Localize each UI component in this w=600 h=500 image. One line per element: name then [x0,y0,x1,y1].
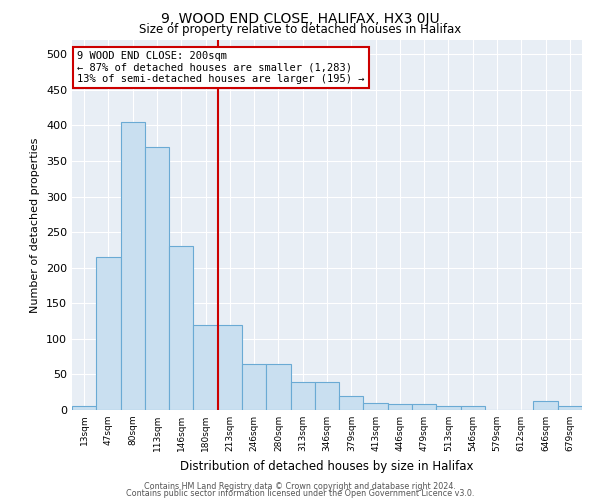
Bar [193,324,218,410]
Bar [558,406,582,410]
Bar [169,246,193,410]
Bar [436,406,461,410]
Text: Contains public sector information licensed under the Open Government Licence v3: Contains public sector information licen… [126,489,474,498]
Bar [218,324,242,410]
Bar [461,406,485,410]
Bar [145,146,169,410]
X-axis label: Distribution of detached houses by size in Halifax: Distribution of detached houses by size … [180,460,474,472]
Bar [364,403,388,410]
Bar [72,406,96,410]
Bar [121,122,145,410]
Bar [412,404,436,410]
Text: 9, WOOD END CLOSE, HALIFAX, HX3 0JU: 9, WOOD END CLOSE, HALIFAX, HX3 0JU [161,12,439,26]
Bar [533,402,558,410]
Bar [96,257,121,410]
Bar [290,382,315,410]
Y-axis label: Number of detached properties: Number of detached properties [31,138,40,312]
Bar [339,396,364,410]
Bar [266,364,290,410]
Text: 9 WOOD END CLOSE: 200sqm
← 87% of detached houses are smaller (1,283)
13% of sem: 9 WOOD END CLOSE: 200sqm ← 87% of detach… [77,51,365,84]
Bar [242,364,266,410]
Bar [315,382,339,410]
Text: Contains HM Land Registry data © Crown copyright and database right 2024.: Contains HM Land Registry data © Crown c… [144,482,456,491]
Bar [388,404,412,410]
Text: Size of property relative to detached houses in Halifax: Size of property relative to detached ho… [139,22,461,36]
